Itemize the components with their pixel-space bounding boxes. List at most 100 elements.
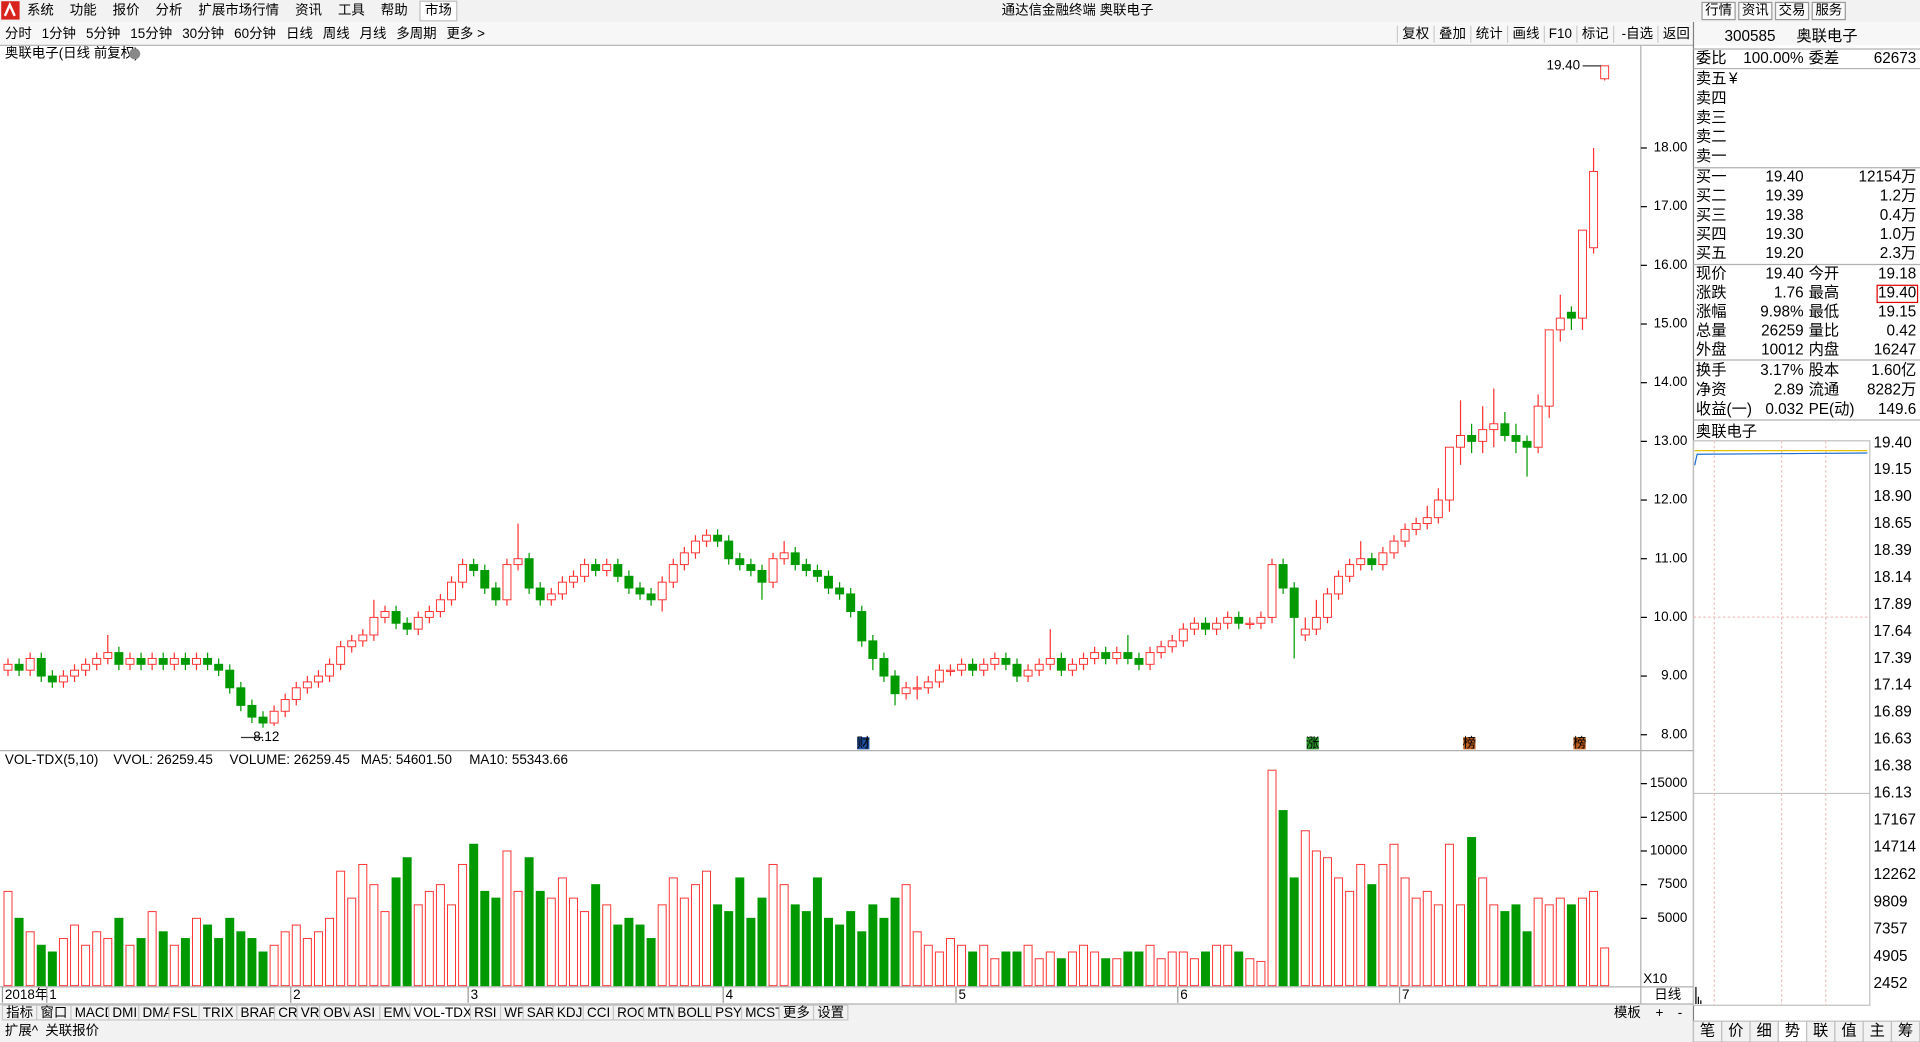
menu-item[interactable]: 功能	[70, 3, 97, 18]
indicator-tab[interactable]: FSL	[173, 1005, 198, 1020]
indicator-tab[interactable]: PSY	[715, 1005, 742, 1020]
volume-bar	[513, 890, 523, 987]
volume-bar	[1045, 951, 1055, 987]
top-button[interactable]: 资讯	[1742, 3, 1769, 18]
indicator-tab[interactable]: RSI	[474, 1005, 496, 1020]
menu-item[interactable]: 系统	[27, 3, 54, 18]
period-button[interactable]: 多周期	[396, 25, 436, 41]
volume-bar	[1589, 890, 1599, 987]
indicator-tab[interactable]: SAR	[527, 1005, 555, 1020]
volume-bar	[70, 924, 80, 987]
indicator-tab[interactable]: ROC	[617, 1005, 647, 1020]
volume-bar	[1212, 944, 1222, 987]
event-marker[interactable]: 榜	[1463, 734, 1476, 750]
date-label: 4	[726, 987, 734, 1002]
top-button[interactable]: 服务	[1815, 3, 1842, 18]
event-marker[interactable]: 涨	[1306, 735, 1320, 750]
template-button[interactable]: +	[1656, 1005, 1664, 1020]
title-dropdown[interactable]	[129, 48, 141, 60]
menu-item[interactable]: 扩展市场行情	[198, 2, 279, 18]
tool-button[interactable]: 统计	[1476, 26, 1503, 41]
indicator-tab[interactable]: EMV	[384, 1005, 413, 1020]
indicator-tab[interactable]: KDJ	[557, 1005, 582, 1020]
mini-tab[interactable]: 细	[1756, 1023, 1771, 1040]
template-button[interactable]: -	[1678, 1005, 1682, 1020]
indicator-tab[interactable]: CCI	[587, 1005, 610, 1020]
period-button[interactable]: 日线	[286, 26, 313, 41]
mini-tab[interactable]: 价	[1728, 1023, 1743, 1040]
indicator-tab[interactable]: CR	[278, 1005, 298, 1020]
mini-price-label: 16.63	[1873, 731, 1911, 748]
period-button[interactable]: 分时	[5, 26, 32, 41]
indicator-tab[interactable]: VR	[301, 1005, 320, 1020]
volume-bar	[1101, 958, 1111, 987]
candle-body	[1555, 317, 1565, 331]
market-tab[interactable]: 市场	[425, 2, 452, 18]
indicator-tab[interactable]: MCST	[745, 1005, 783, 1020]
mini-price-label: 18.14	[1873, 569, 1912, 586]
indicator-tab[interactable]: 指标	[6, 1005, 33, 1020]
mini-tab[interactable]: 筹	[1898, 1023, 1913, 1040]
top-button[interactable]: 行情	[1705, 3, 1732, 18]
period-button[interactable]: 60分钟	[234, 25, 276, 41]
top-button[interactable]: 交易	[1779, 2, 1806, 18]
tool-button[interactable]: 复权	[1402, 25, 1429, 41]
indicator-tab[interactable]: MTM	[647, 1005, 678, 1020]
tool-button[interactable]: 标记	[1582, 26, 1609, 41]
mini-tab[interactable]: 联	[1813, 1023, 1828, 1040]
indicator-tab[interactable]: DMA	[143, 1005, 173, 1020]
mini-tab[interactable]: 势	[1785, 1023, 1800, 1040]
status-item[interactable]: 扩展^	[5, 1023, 39, 1038]
indicator-tab[interactable]: VOL-TDX	[414, 1005, 472, 1020]
mini-tab[interactable]: 主	[1870, 1023, 1885, 1040]
quote-label: PE(动)	[1809, 401, 1855, 418]
period-button[interactable]: 周线	[323, 26, 350, 41]
event-marker-box[interactable]	[1573, 737, 1586, 750]
indicator-tab[interactable]: ASI	[353, 1005, 375, 1020]
event-marker-box[interactable]	[1306, 737, 1319, 750]
mini-chart-title: 奥联电子	[1696, 423, 1757, 440]
period-button[interactable]: 15分钟	[130, 25, 172, 41]
status-item[interactable]: 关联报价	[45, 1023, 99, 1038]
candle-body	[846, 593, 856, 613]
indicator-tab[interactable]: OBV	[323, 1005, 351, 1020]
candle-body	[336, 646, 346, 665]
period-button[interactable]: 更多 >	[446, 25, 485, 41]
indicator-tab[interactable]: 设置	[817, 1005, 844, 1020]
indicator-tab[interactable]: 窗口	[40, 1004, 67, 1020]
indicator-tab[interactable]: 更多	[783, 1004, 810, 1020]
menu-item[interactable]: 工具	[338, 3, 365, 18]
tool-button[interactable]: 画线	[1513, 26, 1540, 41]
period-button[interactable]: 1分钟	[42, 25, 76, 41]
period-button[interactable]: 30分钟	[182, 25, 224, 41]
period-button[interactable]: 月线	[360, 26, 387, 41]
indicator-tab[interactable]: DMI	[112, 1005, 137, 1020]
menu-item[interactable]: 分析	[156, 3, 183, 18]
menu-item[interactable]: 报价	[113, 3, 140, 18]
menu-item[interactable]: 资讯	[295, 3, 322, 18]
tool-button[interactable]: 返回	[1663, 26, 1690, 41]
template-button[interactable]: 模板	[1614, 1005, 1641, 1020]
tool-button[interactable]: -自选	[1622, 26, 1653, 41]
tool-button[interactable]: 叠加	[1439, 26, 1466, 41]
volume-legend: VOL-TDX(5,10)	[5, 752, 98, 767]
event-marker-box[interactable]	[857, 737, 870, 750]
mini-tab[interactable]: 笔	[1700, 1023, 1715, 1040]
indicator-tab[interactable]: WR	[504, 1005, 527, 1020]
quote-value: 3.17%	[1760, 362, 1804, 379]
tool-button[interactable]: F10	[1549, 26, 1572, 41]
menu-item[interactable]: 帮助	[381, 3, 408, 18]
period-button[interactable]: 5分钟	[86, 25, 120, 41]
event-marker[interactable]: 榜	[1573, 734, 1586, 750]
indicator-tab[interactable]: BOLL	[677, 1005, 712, 1020]
event-marker-box[interactable]	[1463, 737, 1476, 750]
volume-bar	[1489, 904, 1499, 987]
mini-tab[interactable]: 值	[1841, 1023, 1856, 1040]
indicator-tab[interactable]: TRIX	[203, 1005, 234, 1020]
indicator-tab[interactable]: MACD	[75, 1005, 115, 1020]
quote-label: 流通	[1809, 382, 1840, 399]
volume-bar	[1500, 911, 1510, 987]
volume-bar	[812, 877, 822, 987]
event-marker[interactable]: 财	[857, 735, 870, 750]
indicator-tab[interactable]: BRAR	[240, 1005, 278, 1020]
